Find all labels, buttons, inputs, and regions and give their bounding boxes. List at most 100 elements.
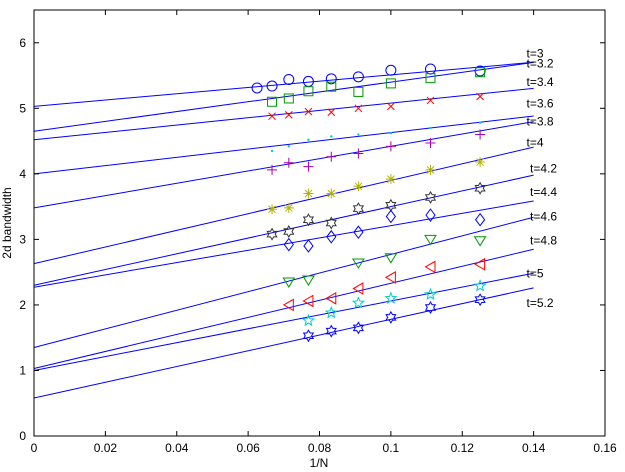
fit-line (33, 121, 534, 209)
data-point (266, 227, 278, 241)
y-tick-label: 1 (19, 363, 26, 377)
data-point (307, 138, 310, 141)
data-point (352, 282, 364, 295)
data-point (267, 164, 278, 175)
data-point (473, 279, 487, 292)
data-point (384, 271, 396, 284)
fit-lines (33, 61, 534, 399)
data-point (385, 64, 397, 76)
fit-line (33, 287, 534, 399)
fit-line (33, 61, 534, 107)
data-point (351, 296, 365, 309)
series-label: t=5.2 (526, 296, 553, 310)
x-axis-ticks: 0 0.02 0.04 0.06 0.08 0.1 0.12 0.14 0.16 (31, 10, 617, 455)
data-point (268, 112, 276, 121)
data-point (475, 157, 486, 168)
series-label: t=4.2 (530, 162, 557, 176)
data-point (301, 313, 315, 327)
x-axis-label: 1/N (310, 456, 329, 470)
data-point (475, 129, 486, 140)
series-label: t=3.2 (526, 57, 553, 71)
data-point (302, 294, 314, 308)
data-point (325, 73, 337, 85)
y-tick-label: 4 (19, 167, 26, 181)
series-labels: t=3t=3.2 t=3.4 t=3.6 t=3.8 t=4 t=4.2 t=4.4 t=4.… (526, 46, 557, 310)
y-tick-label: 6 (19, 36, 26, 50)
data-point (282, 298, 294, 312)
data-point (326, 81, 337, 92)
x-tick-label: 0.06 (236, 441, 260, 455)
data-point (385, 174, 396, 185)
data-point (326, 188, 337, 199)
data-markers (251, 63, 487, 343)
data-point (352, 258, 365, 269)
data-point (423, 287, 438, 300)
data-point (267, 204, 278, 215)
data-point (324, 305, 338, 319)
fit-line (33, 115, 534, 175)
y-tick-label: 3 (19, 232, 26, 246)
data-point (326, 229, 337, 244)
fit-line (33, 248, 534, 369)
plot-background (34, 10, 605, 436)
data-point (327, 108, 336, 117)
data-point (385, 310, 397, 324)
fit-line (33, 87, 534, 141)
data-point (303, 161, 314, 172)
data-point (325, 216, 337, 230)
data-point (353, 181, 364, 192)
data-point (357, 133, 360, 136)
data-point (425, 208, 436, 222)
data-point (353, 225, 364, 240)
data-point (384, 253, 398, 264)
y-tick-label: 5 (19, 101, 26, 115)
data-point (303, 188, 314, 199)
data-point (474, 293, 486, 307)
data-point (352, 321, 365, 335)
data-point (385, 141, 396, 152)
data-point (352, 71, 364, 83)
data-point (352, 202, 365, 216)
series-label: t=4 (526, 135, 543, 149)
data-point (325, 292, 337, 305)
data-point (424, 234, 437, 246)
data-point (326, 151, 337, 162)
data-point (283, 73, 295, 85)
data-point (302, 329, 315, 343)
data-point (283, 93, 294, 104)
data-point (475, 67, 486, 78)
x-tick-label: 0.04 (165, 441, 189, 455)
series-label: t=3 (526, 46, 543, 60)
data-point (424, 301, 437, 315)
series-label: t=4.6 (530, 209, 557, 223)
data-point (287, 145, 291, 148)
fit-line (33, 272, 534, 371)
x-tick-label: 0 (31, 441, 38, 455)
x-tick-label: 0.02 (94, 441, 118, 455)
data-point (284, 111, 293, 119)
data-point (389, 132, 393, 135)
data-point (478, 121, 482, 124)
series-label: t=3.6 (526, 97, 553, 111)
data-point (424, 190, 437, 204)
data-point (385, 209, 396, 224)
data-point (251, 82, 263, 94)
data-point (473, 236, 487, 247)
y-axis-ticks: 0 1 2 3 4 5 6 (19, 36, 605, 443)
data-point (425, 164, 436, 175)
data-point (283, 237, 294, 252)
fit-line (33, 216, 534, 349)
y-tick-label: 2 (19, 298, 26, 312)
series-label: t=3.4 (526, 75, 553, 89)
data-point (330, 135, 333, 138)
data-point (302, 275, 315, 286)
data-point (282, 277, 296, 288)
data-point (303, 239, 314, 253)
series-label: t=3.8 (526, 114, 553, 128)
data-point (283, 157, 294, 168)
data-point (266, 80, 278, 92)
data-point (303, 86, 314, 97)
data-point (304, 107, 313, 116)
data-point (353, 86, 364, 97)
